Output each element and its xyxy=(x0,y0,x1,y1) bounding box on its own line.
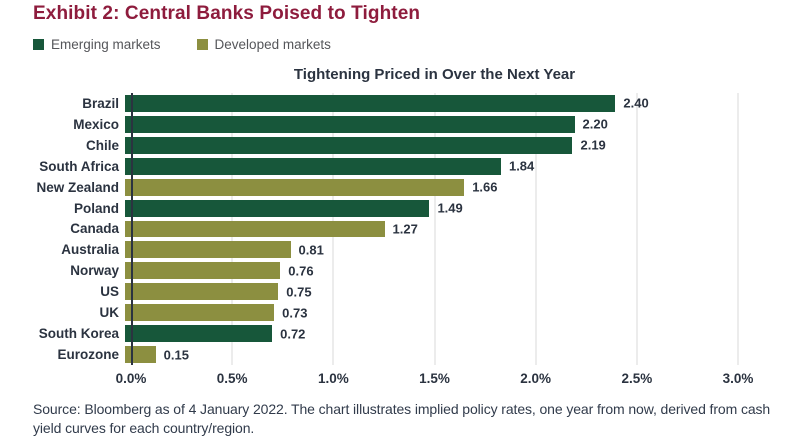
bar-developed xyxy=(125,241,291,259)
x-tick-label: 1.5% xyxy=(419,371,450,386)
chart-title: Tightening Priced in Over the Next Year xyxy=(293,66,576,83)
x-tick-label: 0.0% xyxy=(115,371,147,386)
source-note: Source: Bloomberg as of 4 January 2022. … xyxy=(33,401,771,436)
value-label: 0.72 xyxy=(280,326,306,342)
legend-label: Developed markets xyxy=(214,37,331,52)
bar-track: 0.81 xyxy=(125,239,738,260)
bar-rows: Brazil 2.40 Mexico 2.20 Chile 2.19 South Afric… xyxy=(33,93,738,365)
x-tick-label: 2.5% xyxy=(621,371,653,386)
bar-track: 0.75 xyxy=(125,281,738,302)
chart-row: Eurozone 0.15 xyxy=(33,344,738,365)
bar-track: 0.15 xyxy=(125,344,738,365)
chart-row: Brazil 2.40 xyxy=(33,93,738,114)
x-axis: 0.0% 0.5% 1.0% 1.5% 2.0% 2.5% 3.0% xyxy=(116,371,754,389)
bar-track: 2.19 xyxy=(125,135,738,156)
bar-developed xyxy=(125,178,465,196)
chart-row: Mexico 2.20 xyxy=(33,114,738,135)
category-label: Poland xyxy=(73,200,119,216)
category-label: Eurozone xyxy=(57,347,119,363)
chart-row: Canada 1.27 xyxy=(33,219,738,240)
bar-developed xyxy=(125,283,279,301)
chart-row: Poland 1.49 xyxy=(33,198,738,219)
chart-row: Australia 0.81 xyxy=(33,239,738,260)
category-label: Mexico xyxy=(73,116,119,132)
legend-label: Emerging markets xyxy=(51,37,161,52)
bar-emerging xyxy=(125,136,573,154)
bar-emerging xyxy=(125,115,575,133)
gridline xyxy=(636,93,638,365)
x-tick-label: 1.0% xyxy=(317,371,349,386)
gridline xyxy=(434,93,435,365)
plot-area: Brazil 2.40 Mexico 2.20 Chile 2.19 South Afric… xyxy=(36,93,739,365)
bar-track: 2.20 xyxy=(125,114,738,135)
bar-developed xyxy=(125,346,156,363)
category-label: Australia xyxy=(61,242,119,258)
value-label: 2.20 xyxy=(582,116,608,132)
chart-row: Chile 2.19 xyxy=(33,135,738,156)
x-tick-label: 2.0% xyxy=(520,371,552,386)
category-label: Canada xyxy=(70,221,119,237)
value-label: 1.84 xyxy=(508,158,535,174)
bar-emerging xyxy=(125,199,430,217)
bar-track: 0.76 xyxy=(125,260,738,281)
bar-track: 2.40 xyxy=(125,93,738,114)
category-label: Brazil xyxy=(82,95,119,111)
category-label: UK xyxy=(99,305,120,321)
bar-developed xyxy=(125,262,281,280)
category-label: Norway xyxy=(70,263,119,279)
gridline xyxy=(737,93,739,365)
legend-item-developed-markets: Developed markets xyxy=(196,37,331,52)
gridline xyxy=(535,93,537,365)
exhibit-title: Exhibit 2: Central Banks Poised to Tight… xyxy=(33,3,421,24)
chart-row: UK 0.73 xyxy=(33,302,738,323)
category-label: South Korea xyxy=(38,326,119,342)
legend-item-emerging-markets: Emerging markets xyxy=(33,37,161,52)
y-axis-line xyxy=(131,93,133,365)
bar-track: 0.72 xyxy=(125,323,738,344)
bar-emerging xyxy=(125,157,501,175)
value-label: 0.76 xyxy=(288,263,314,279)
chart-legend: Emerging markets Developed markets xyxy=(33,37,331,52)
category-label: South Africa xyxy=(39,158,119,174)
value-label: 0.73 xyxy=(282,305,308,321)
value-label: 1.66 xyxy=(472,179,498,195)
developed-markets-swatch-icon xyxy=(196,39,208,50)
x-tick-label: 0.5% xyxy=(216,371,248,386)
bar-emerging xyxy=(125,325,273,343)
bar-track: 1.49 xyxy=(125,198,738,219)
bar-developed xyxy=(125,304,275,322)
bar-track: 1.66 xyxy=(125,177,738,198)
value-label: 0.15 xyxy=(163,347,189,363)
x-tick-label: 3.0% xyxy=(722,371,754,386)
bar-track: 1.27 xyxy=(125,219,738,240)
bar-developed xyxy=(125,220,385,238)
emerging-markets-swatch-icon xyxy=(33,39,44,50)
value-label: 1.27 xyxy=(392,221,418,237)
value-label: 2.40 xyxy=(623,95,649,111)
chart-row: New Zealand 1.66 xyxy=(33,177,738,198)
chart-row: South Africa 1.84 xyxy=(33,156,738,177)
chart-row: US 0.75 xyxy=(33,281,738,302)
category-label: New Zealand xyxy=(36,179,119,195)
category-label: US xyxy=(100,284,119,300)
category-label: Chile xyxy=(85,137,119,153)
chart-row: South Korea 0.72 xyxy=(33,323,738,344)
value-label: 0.81 xyxy=(298,242,324,258)
bar-track: 1.84 xyxy=(125,156,738,177)
value-label: 0.75 xyxy=(286,284,312,300)
value-label: 1.49 xyxy=(437,200,463,216)
chart-row: Norway 0.76 xyxy=(33,260,738,281)
bar-emerging xyxy=(125,95,616,112)
value-label: 2.19 xyxy=(580,137,606,153)
bar-track: 0.73 xyxy=(125,302,738,323)
